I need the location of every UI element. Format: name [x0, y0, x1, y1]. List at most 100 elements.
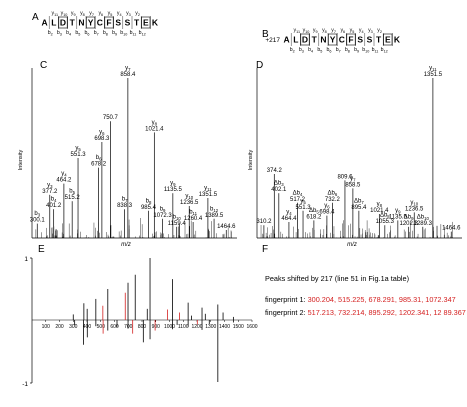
mirror-x-tick-label: 600: [110, 324, 119, 330]
mirror-plot-e: 1 -1 10020030040050060070080090010001100…: [22, 256, 258, 388]
residue-s: S: [115, 18, 121, 28]
peak-ion-label: Δb4: [293, 190, 303, 197]
b-ion-label: b7: [94, 30, 99, 36]
residue-c: C: [339, 35, 345, 45]
peak-mz-label: 551.3: [296, 205, 312, 211]
peak-ion-label: Δb3: [274, 181, 284, 188]
peak-mz-label: 1351.5: [424, 72, 443, 78]
mirror-x-tick-label: 500: [97, 324, 106, 330]
peak-ion-label: Δb9: [404, 214, 414, 221]
peak-ion-label: y4: [61, 171, 67, 178]
residue-n: N: [320, 35, 326, 45]
peak-mz-label: 1236.5: [405, 206, 424, 212]
peak-mz-label: 618.2: [306, 214, 322, 220]
residue-l: L: [293, 35, 298, 45]
peak-ion-label: Δb8: [380, 213, 390, 220]
residue-n: N: [78, 18, 84, 28]
peak-mz-label: 838.3: [117, 203, 133, 209]
peak-mz-label: 401.2: [46, 203, 62, 209]
peak-mz-label: 377.2: [42, 189, 58, 195]
mirror-x-tick-label: 200: [55, 324, 64, 330]
b-ion-label: b5: [317, 47, 322, 53]
peak-ion-label: b12: [210, 206, 219, 213]
residue-k: K: [394, 35, 401, 45]
peak-mz-label: 402.1: [271, 187, 287, 193]
residue-s: S: [367, 35, 373, 45]
spectrum-c: Intensity m/z 300.1b3 377.2y3 401.2b4 464.2…: [18, 66, 237, 248]
y-ion-label: y10: [61, 11, 68, 17]
peak-ion-label: Δb5: [309, 208, 319, 215]
panel-letter-c: C: [40, 60, 47, 71]
peak-ion-label: y5: [75, 146, 81, 153]
peak-mz-label: 1021.4: [370, 208, 389, 214]
residue-t: T: [376, 35, 382, 45]
b-ion-label: b7: [336, 47, 341, 53]
peak-mz-label: 858.5: [345, 182, 361, 188]
mirror-x-tick-label: 1100: [178, 324, 189, 330]
peak-mz-label: 985.4: [141, 205, 157, 211]
residue-t: T: [134, 18, 140, 28]
b-ion-label: b11: [372, 47, 379, 53]
peak-mz-label: 1159.4: [168, 221, 187, 227]
residue-box: [300, 33, 310, 46]
y-ion-label: y2: [135, 11, 140, 17]
residue-box: [328, 33, 338, 46]
residue-f: F: [348, 35, 353, 45]
y-ion-label: y9: [313, 28, 318, 34]
mirror-y-tick-label-top: 1: [24, 256, 28, 263]
peak-ion-label: y5: [300, 198, 306, 205]
residue-a: A: [42, 18, 48, 28]
peak-mz-label: 1055.3: [376, 219, 395, 225]
mirror-x-tick-label: 1000: [164, 324, 175, 330]
residue-s: S: [125, 18, 131, 28]
mirror-x-tick-label: 100: [42, 324, 51, 330]
mirror-x-tick-label: 300: [69, 324, 78, 330]
residue-box: [346, 33, 356, 46]
peak-ion-label: y8: [377, 202, 383, 209]
residue-d: D: [302, 35, 308, 45]
peak-ion-label: Δb7: [354, 198, 364, 205]
mirror-x-tick-label: 900: [152, 324, 161, 330]
b-ion-label: b10: [120, 30, 127, 36]
peak-ion-label: y3: [47, 182, 53, 189]
residue-box: [141, 16, 151, 29]
b-ion-label: b2: [48, 30, 53, 36]
peak-mz-label: 1236.5: [180, 200, 199, 206]
y-ion-label: y8: [322, 28, 327, 34]
peak-mz-label: 678.2: [91, 162, 107, 168]
residue-box: [58, 16, 68, 29]
y-ion-label: y8: [80, 11, 85, 17]
y-ion-label: y6: [98, 11, 103, 17]
peak-ion-label: y9: [170, 181, 176, 188]
b-ion-label: b9: [354, 47, 359, 53]
peak-ion-label: y6: [324, 203, 330, 210]
mirror-x-tick-label: 1200: [191, 324, 202, 330]
peak-mz-label: 464.4: [281, 216, 297, 222]
y-ion-label: y9: [71, 11, 76, 17]
residue-t: T: [312, 35, 318, 45]
peak-mz-label: 300.1: [30, 218, 46, 224]
peak-mz-label: 1135.5: [164, 187, 183, 193]
b-ion-label: b2: [290, 47, 295, 53]
peak-mz-label: 732.2: [325, 197, 341, 203]
panel-letter-a: A: [32, 12, 39, 23]
y-ion-label: y5: [350, 28, 355, 34]
b-ion-label: b4: [66, 30, 71, 36]
peak-mz-label: 310.2: [256, 219, 272, 225]
peak-mz-label: 515.2: [65, 195, 81, 201]
y-ion-label: y7: [89, 11, 94, 17]
peak-mz-label: 809.6: [337, 174, 353, 180]
fingerprint-2-values: 517.213, 732.214, 895.292, 1202.341, 12 …: [307, 308, 466, 317]
peak-ion-label: b6: [96, 155, 102, 162]
b-ion-label: b11: [130, 30, 137, 36]
peak-mz-label: 1289.3: [414, 221, 433, 227]
peak-ion-label: y7: [125, 66, 131, 73]
mirror-x-tick-label: 1300: [205, 324, 216, 330]
peak-mz-label: 517.2: [290, 197, 306, 203]
panel-letter-d: D: [256, 60, 263, 71]
mirror-x-tick-label: 1500: [233, 324, 244, 330]
peak-ion-label: b7: [122, 197, 128, 204]
mirror-x-tick-label: 1600: [246, 324, 257, 330]
